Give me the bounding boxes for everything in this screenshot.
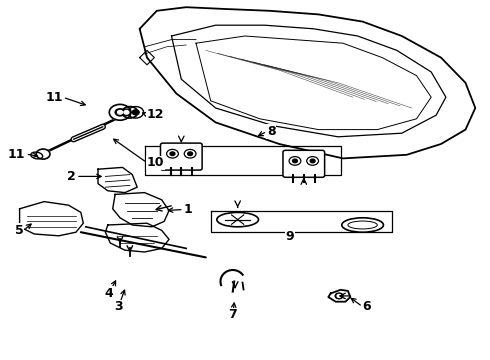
Text: 11: 11 [8, 148, 25, 161]
Text: 1: 1 [184, 203, 193, 216]
Text: 8: 8 [267, 125, 276, 138]
FancyBboxPatch shape [161, 143, 202, 170]
Text: 3: 3 [114, 300, 123, 313]
Circle shape [124, 111, 129, 114]
Circle shape [118, 111, 122, 114]
Text: 6: 6 [363, 300, 371, 313]
Circle shape [122, 107, 138, 118]
Circle shape [122, 109, 131, 116]
Text: 7: 7 [228, 309, 237, 321]
Circle shape [132, 110, 139, 115]
Ellipse shape [217, 212, 259, 227]
Ellipse shape [342, 218, 383, 232]
Circle shape [184, 149, 196, 158]
Text: 5: 5 [15, 224, 24, 237]
Circle shape [307, 157, 318, 165]
Circle shape [310, 159, 315, 163]
Circle shape [337, 294, 341, 297]
Text: 11: 11 [45, 91, 63, 104]
Circle shape [167, 149, 178, 158]
Text: 4: 4 [104, 287, 113, 300]
Circle shape [289, 157, 301, 165]
Circle shape [293, 159, 297, 163]
FancyBboxPatch shape [283, 150, 324, 177]
Circle shape [128, 107, 144, 118]
Circle shape [170, 152, 175, 156]
Circle shape [36, 149, 50, 159]
Text: 9: 9 [286, 230, 294, 243]
Circle shape [109, 104, 131, 120]
Circle shape [335, 293, 343, 299]
Ellipse shape [31, 152, 43, 159]
Circle shape [115, 109, 125, 116]
Text: 2: 2 [67, 170, 76, 183]
Circle shape [188, 152, 193, 156]
Ellipse shape [348, 221, 377, 229]
Text: 12: 12 [147, 108, 165, 121]
Text: 10: 10 [147, 156, 165, 169]
